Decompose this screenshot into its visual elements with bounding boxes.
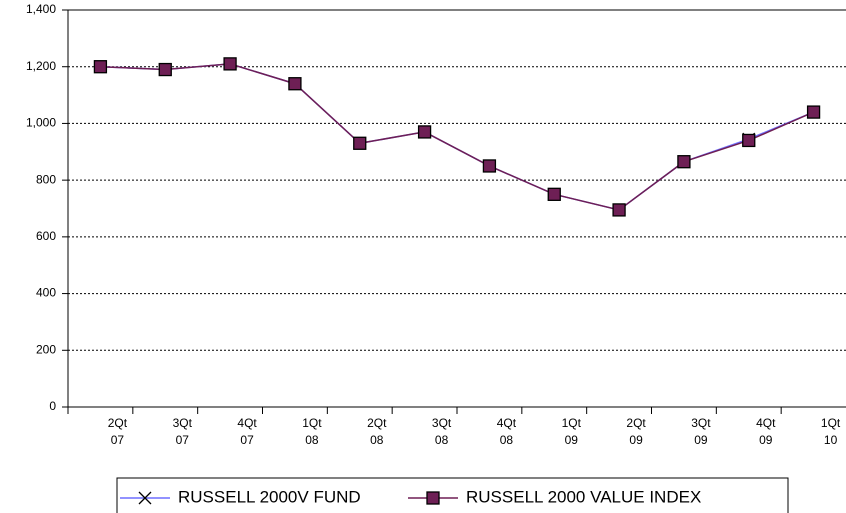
legend-box — [116, 477, 789, 513]
y-tick-label: 1,400 — [26, 2, 56, 16]
x-tick-label: 4Qt — [237, 416, 257, 430]
marker — [482, 159, 497, 173]
y-tick-label: 800 — [36, 172, 56, 186]
marker — [158, 62, 172, 77]
y-tick-label: 1,000 — [26, 116, 56, 130]
marker — [223, 57, 237, 71]
series-line — [100, 63, 814, 211]
marker — [93, 60, 108, 74]
x-tick-label: 1Qt — [302, 416, 322, 430]
x-tick-label: 07 — [176, 433, 190, 447]
marker — [742, 133, 756, 148]
x-tick-label: 2Qt — [367, 416, 387, 430]
x-tick-label: 07 — [240, 433, 254, 447]
legend-label: RUSSELL 2000 VALUE INDEX — [466, 487, 701, 506]
marker — [612, 203, 626, 217]
marker — [288, 77, 302, 91]
x-tick-label: 10 — [824, 433, 838, 447]
y-tick-label: 400 — [36, 286, 56, 300]
x-tick-label: 08 — [305, 433, 319, 447]
x-tick-label: 09 — [759, 433, 773, 447]
x-tick-label: 4Qt — [756, 416, 776, 430]
x-tick-label: 3Qt — [173, 416, 193, 430]
x-tick-label: 07 — [111, 433, 125, 447]
series-line — [100, 63, 814, 211]
x-tick-label: 3Qt — [691, 416, 711, 430]
marker — [677, 155, 691, 169]
x-tick-label: 09 — [565, 433, 579, 447]
x-tick-label: 2Qt — [626, 416, 646, 430]
y-tick-label: 600 — [36, 229, 56, 243]
x-tick-label: 09 — [629, 433, 643, 447]
marker — [353, 136, 367, 150]
marker — [138, 491, 152, 505]
x-tick-label: 1Qt — [821, 416, 841, 430]
x-tick-label: 1Qt — [562, 416, 582, 430]
x-tick-label: 2Qt — [108, 416, 128, 430]
legend-label: RUSSELL 2000V FUND — [178, 487, 361, 506]
x-tick-label: 08 — [500, 433, 514, 447]
y-tick-label: 0 — [49, 399, 56, 413]
marker — [806, 105, 821, 119]
x-tick-label: 08 — [435, 433, 449, 447]
x-tick-label: 09 — [694, 433, 708, 447]
marker — [426, 491, 440, 505]
y-tick-label: 200 — [36, 342, 56, 356]
marker — [547, 187, 561, 201]
x-tick-label: 08 — [370, 433, 384, 447]
marker — [417, 125, 432, 139]
y-tick-label: 1,200 — [26, 59, 56, 73]
x-tick-label: 4Qt — [497, 416, 517, 430]
x-tick-label: 3Qt — [432, 416, 452, 430]
